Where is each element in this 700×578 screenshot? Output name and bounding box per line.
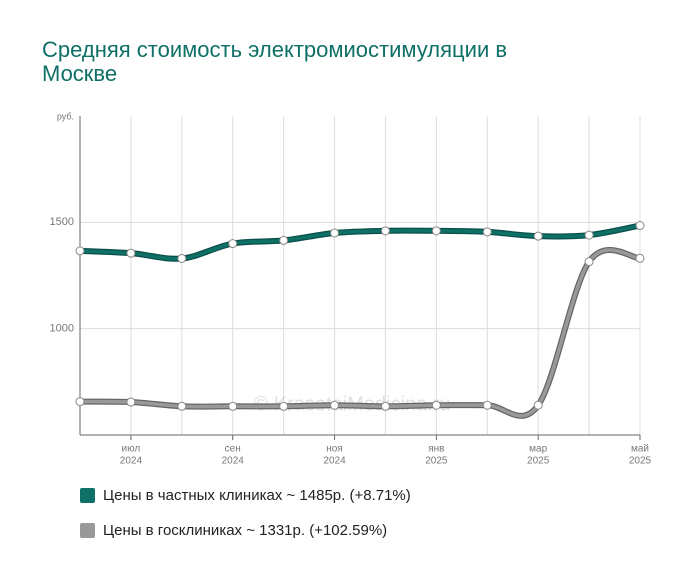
point xyxy=(482,227,492,237)
point xyxy=(635,221,645,231)
series-line xyxy=(79,223,641,261)
x-tick-label: июл xyxy=(122,444,141,455)
point xyxy=(380,226,390,236)
point xyxy=(482,400,492,410)
x-tick-label-year: 2025 xyxy=(527,456,550,467)
x-tick-label: мар xyxy=(529,444,547,455)
x-tick-label-year: 2024 xyxy=(222,456,245,467)
chart-title: Средняя стоимость электромиостимуляции в… xyxy=(42,37,508,86)
legend-swatch xyxy=(80,488,95,503)
x-tick-label-year: 2025 xyxy=(629,456,652,467)
legend-label: Цены в частных клиниках ~ 1485р. (+8.71%… xyxy=(103,487,411,504)
point xyxy=(126,248,136,258)
x-tick-label: янв xyxy=(428,444,444,455)
y-tick-label: 1000 xyxy=(50,323,74,335)
y-unit: руб. xyxy=(57,111,74,121)
point xyxy=(584,257,594,267)
point xyxy=(228,239,238,249)
x-tick-label-year: 2025 xyxy=(425,456,448,467)
point xyxy=(330,228,340,238)
point xyxy=(177,401,187,411)
point xyxy=(279,235,289,245)
x-tick-label-year: 2024 xyxy=(323,456,346,467)
x-tick-label-year: 2024 xyxy=(120,456,143,467)
point xyxy=(279,401,289,411)
y-tick-label: 1500 xyxy=(50,216,74,228)
series-line-outline xyxy=(79,247,641,419)
legend-label: Цены в госклиниках ~ 1331р. (+102.59%) xyxy=(103,522,387,539)
x-tick-label: май xyxy=(631,444,649,455)
point xyxy=(635,253,645,263)
point xyxy=(584,230,594,240)
x-tick-label: ноя xyxy=(326,444,343,455)
point xyxy=(126,397,136,407)
point xyxy=(431,226,441,236)
point xyxy=(75,397,85,407)
x-tick-label: сен xyxy=(225,444,241,455)
point xyxy=(533,400,543,410)
point xyxy=(75,246,85,256)
legend-swatch xyxy=(80,523,95,538)
point xyxy=(228,401,238,411)
point xyxy=(330,400,340,410)
point xyxy=(177,253,187,263)
point xyxy=(380,401,390,411)
point xyxy=(431,400,441,410)
series-line xyxy=(79,248,641,418)
point xyxy=(533,231,543,241)
